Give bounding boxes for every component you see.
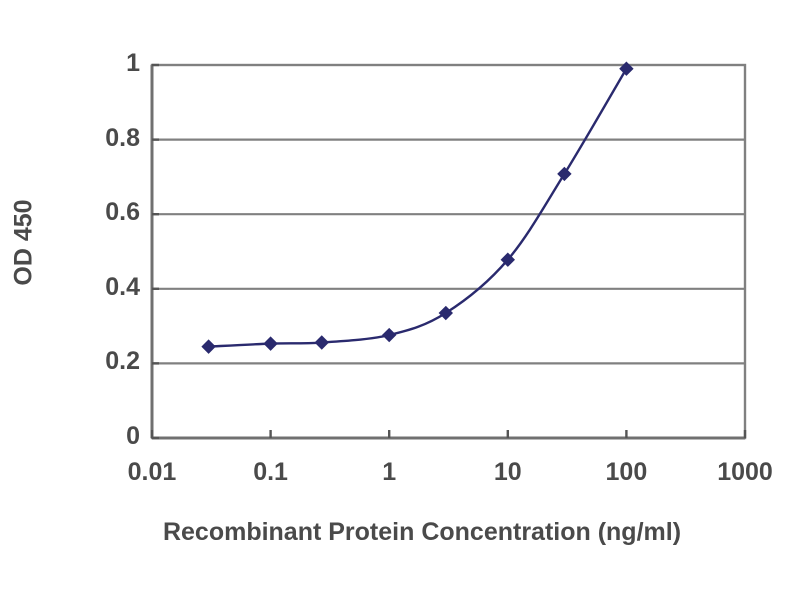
x-axis-title: Recombinant Protein Concentration (ng/ml… [162,518,682,546]
data-point-marker [263,336,278,351]
data-point-marker [557,166,572,182]
x-axis-tick-label: 1000 [717,458,773,486]
data-point-marker [438,305,453,321]
x-axis-tick-label: 0.1 [253,458,288,486]
x-axis-tick-label: 1 [382,458,397,486]
data-point-marker [381,327,397,343]
x-axis-tick-label: 10 [493,458,522,486]
x-axis-tick-label: 100 [605,458,648,486]
y-axis-tick-label: 0 [126,422,140,450]
y-axis-tick-label: 0.8 [105,123,140,152]
y-axis-tick-label: 0.2 [105,347,140,376]
y-axis-tick-label: 0.6 [105,198,140,227]
data-point-marker [314,335,329,350]
plot-frame [150,63,747,440]
series-line [207,67,628,348]
data-point-marker [619,61,634,76]
y-axis-title: OD 450 [9,199,38,286]
x-axis-tick-label: 0.01 [127,458,177,486]
data-point-marker [201,339,216,354]
y-axis-tick-label: 0.4 [105,272,140,301]
y-axis-tick-label: 1 [126,49,140,77]
data-point-marker [500,252,516,267]
